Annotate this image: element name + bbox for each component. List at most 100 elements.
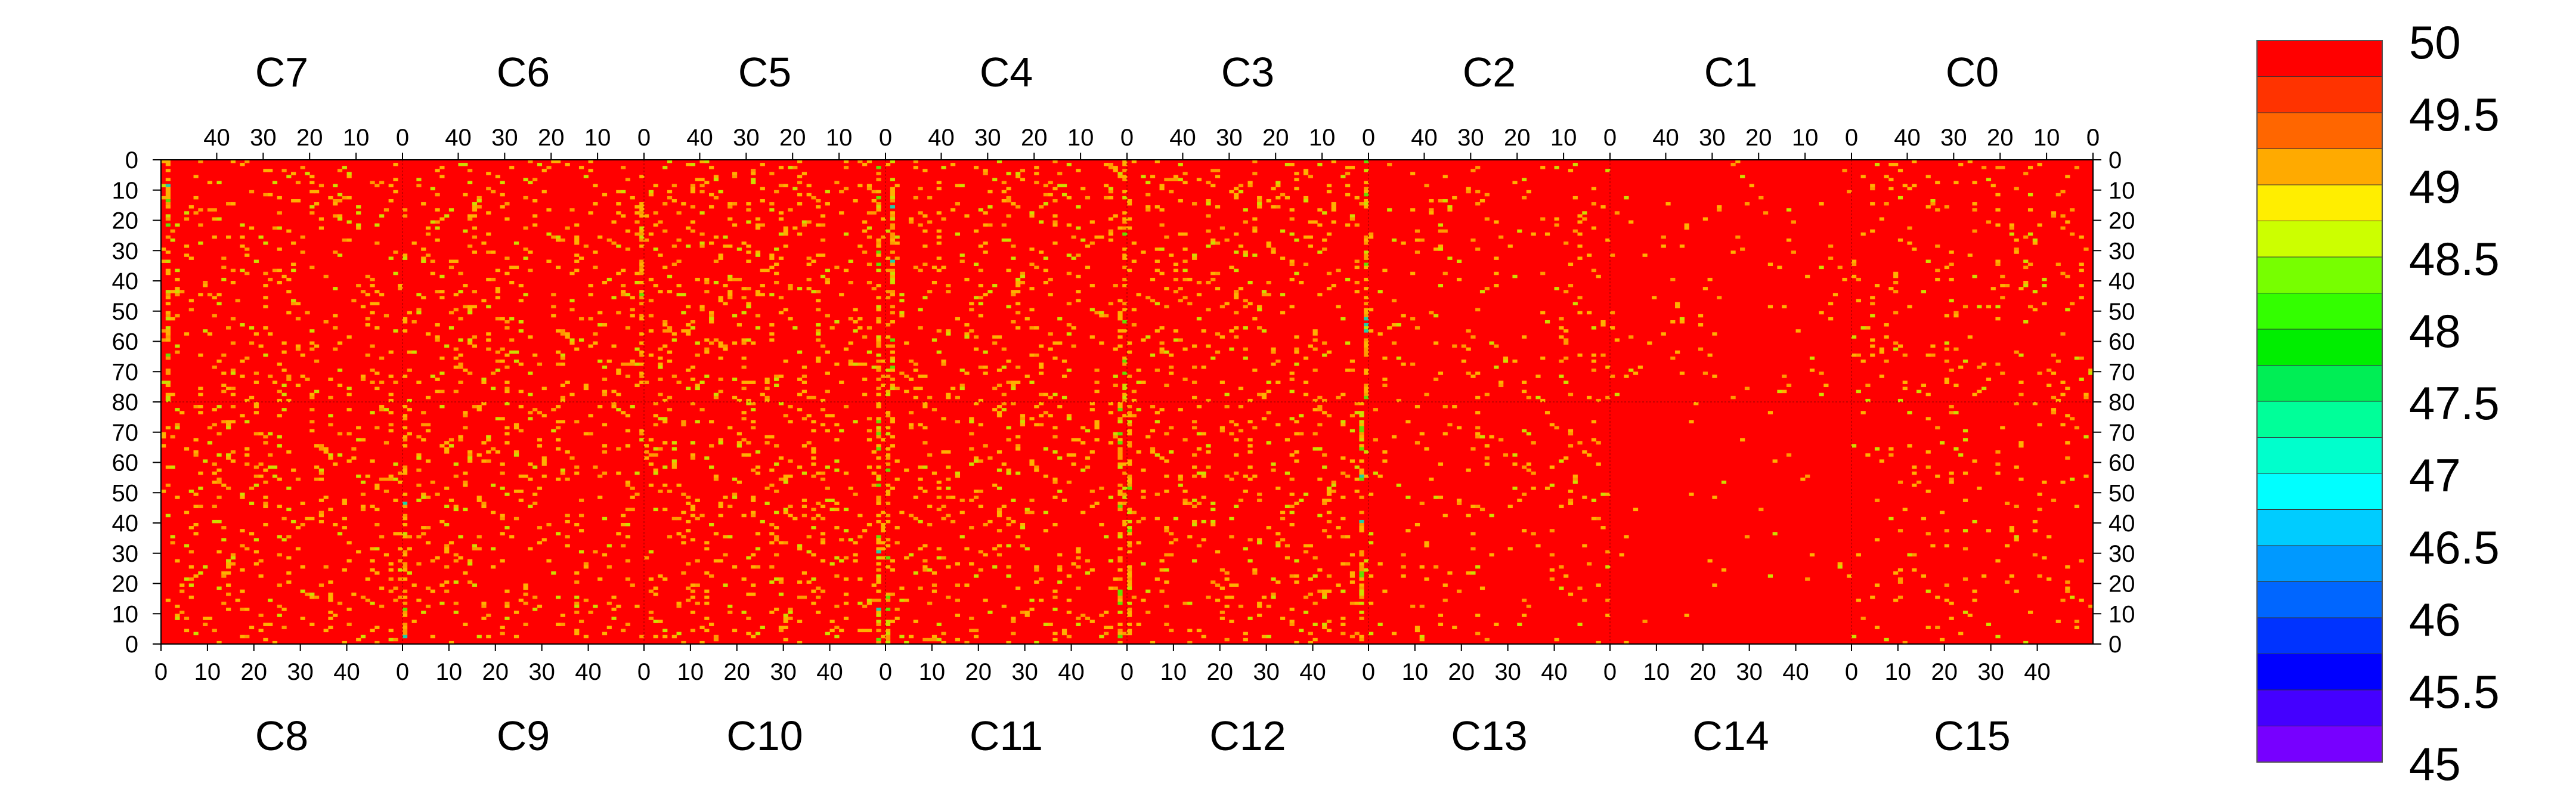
heatmap-cell [230, 386, 236, 391]
heatmap-cell [602, 516, 608, 521]
heatmap-cell [811, 290, 816, 293]
heatmap-cell [1243, 220, 1248, 224]
heatmap-cell [2027, 305, 2033, 309]
heatmap-cell [797, 392, 803, 397]
heatmap-cell [811, 526, 816, 530]
heatmap-cell [876, 402, 881, 405]
heatmap-cell [379, 535, 385, 538]
heatmap-cell [1572, 163, 1578, 166]
heatmap-cell [1136, 519, 1141, 524]
heatmap-cell [333, 199, 338, 203]
heatmap-cell [1953, 347, 1959, 351]
heatmap-cell [291, 468, 296, 472]
heatmap-cell [165, 190, 171, 194]
heatmap-cell [421, 496, 426, 499]
heatmap-cell [1693, 402, 1699, 405]
heatmap-cell [908, 377, 914, 381]
heatmap-cell [2027, 208, 2033, 212]
heatmap-cell [876, 392, 881, 397]
heatmap-cell [425, 332, 431, 336]
heatmap-cell [973, 496, 979, 499]
heatmap-cell [922, 568, 928, 572]
heatmap-cell [504, 526, 510, 530]
heatmap-cell [513, 423, 519, 426]
heatmap-cell [658, 417, 663, 420]
heatmap-cell [1852, 335, 1857, 339]
heatmap-cell [1164, 235, 1169, 239]
heatmap-cell [565, 477, 570, 481]
heatmap-cell [263, 468, 268, 472]
heatmap-cell [788, 284, 793, 287]
heatmap-cell [1349, 414, 1355, 417]
heatmap-cell [1127, 202, 1132, 206]
heatmap-cell [1034, 468, 1039, 472]
heatmap-cell [328, 414, 333, 417]
heatmap-cell [1312, 447, 1318, 451]
heatmap-cell [1382, 383, 1388, 388]
heatmap-cell [1962, 471, 1968, 475]
heatmap-cell [894, 386, 900, 391]
heatmap-cell [309, 347, 315, 351]
heatmap-cell [639, 262, 645, 267]
heatmap-cell [402, 417, 408, 420]
heatmap-cell [578, 499, 584, 502]
heatmap-cell [1234, 196, 1239, 200]
heatmap-cell [829, 562, 835, 566]
heatmap-cell [216, 468, 222, 472]
heatmap-cell [1071, 344, 1076, 348]
heatmap-cell [2032, 529, 2038, 533]
heatmap-cell [653, 468, 658, 472]
heatmap-cell [648, 550, 654, 554]
heatmap-cell [801, 471, 807, 475]
heatmap-cell [221, 571, 227, 575]
heatmap-cell [866, 262, 872, 267]
heatmap-cell [602, 450, 608, 454]
heatmap-cell [444, 447, 450, 451]
heatmap-cell [435, 290, 440, 293]
heatmap-cell [337, 532, 343, 535]
heatmap-cell [597, 496, 603, 499]
heatmap-cell [1364, 253, 1369, 257]
heatmap-cell [574, 471, 580, 475]
heatmap-cell [1897, 580, 1903, 584]
heatmap-cell [495, 359, 500, 363]
heatmap-cell [639, 438, 645, 442]
heatmap-cell [1396, 398, 1401, 403]
heatmap-cell [467, 338, 473, 342]
heatmap-cell [407, 535, 412, 538]
heatmap-cell [249, 341, 255, 345]
heatmap-cell [337, 193, 343, 197]
heatmap-cell [1243, 326, 1248, 330]
heatmap-cell [699, 211, 705, 215]
heatmap-cell [695, 601, 700, 605]
heatmap-cell [671, 374, 677, 378]
heatmap-cell [1257, 538, 1262, 541]
heatmap-cell [1410, 363, 1416, 366]
heatmap-cell [1591, 326, 1597, 330]
heatmap-cell [709, 465, 714, 469]
y-tick-label: 70 [112, 359, 139, 385]
x-tick-label-bottom: 0 [1120, 659, 1134, 685]
heatmap-cell [230, 450, 236, 454]
heatmap-cell [723, 302, 728, 305]
heatmap-cell [1020, 271, 1026, 275]
heatmap-cell [1401, 574, 1406, 578]
heatmap-cell [1224, 605, 1230, 608]
heatmap-cell [1749, 184, 1754, 188]
heatmap-cell [216, 359, 222, 363]
heatmap-cell [1429, 477, 1434, 481]
heatmap-cell [1935, 268, 1940, 273]
heatmap-cell [574, 347, 580, 351]
heatmap-cell [699, 408, 705, 411]
heatmap-cell [1039, 577, 1044, 581]
heatmap-cell [1577, 353, 1583, 357]
heatmap-cell [1870, 184, 1875, 188]
heatmap-cell [1782, 374, 1787, 378]
heatmap-cell [797, 595, 803, 599]
heatmap-cell [1066, 223, 1072, 227]
heatmap-cell [973, 402, 979, 405]
heatmap-cell [973, 629, 979, 633]
heatmap-cell [1637, 366, 1643, 369]
heatmap-cell [890, 420, 895, 423]
heatmap-cell [866, 326, 872, 330]
